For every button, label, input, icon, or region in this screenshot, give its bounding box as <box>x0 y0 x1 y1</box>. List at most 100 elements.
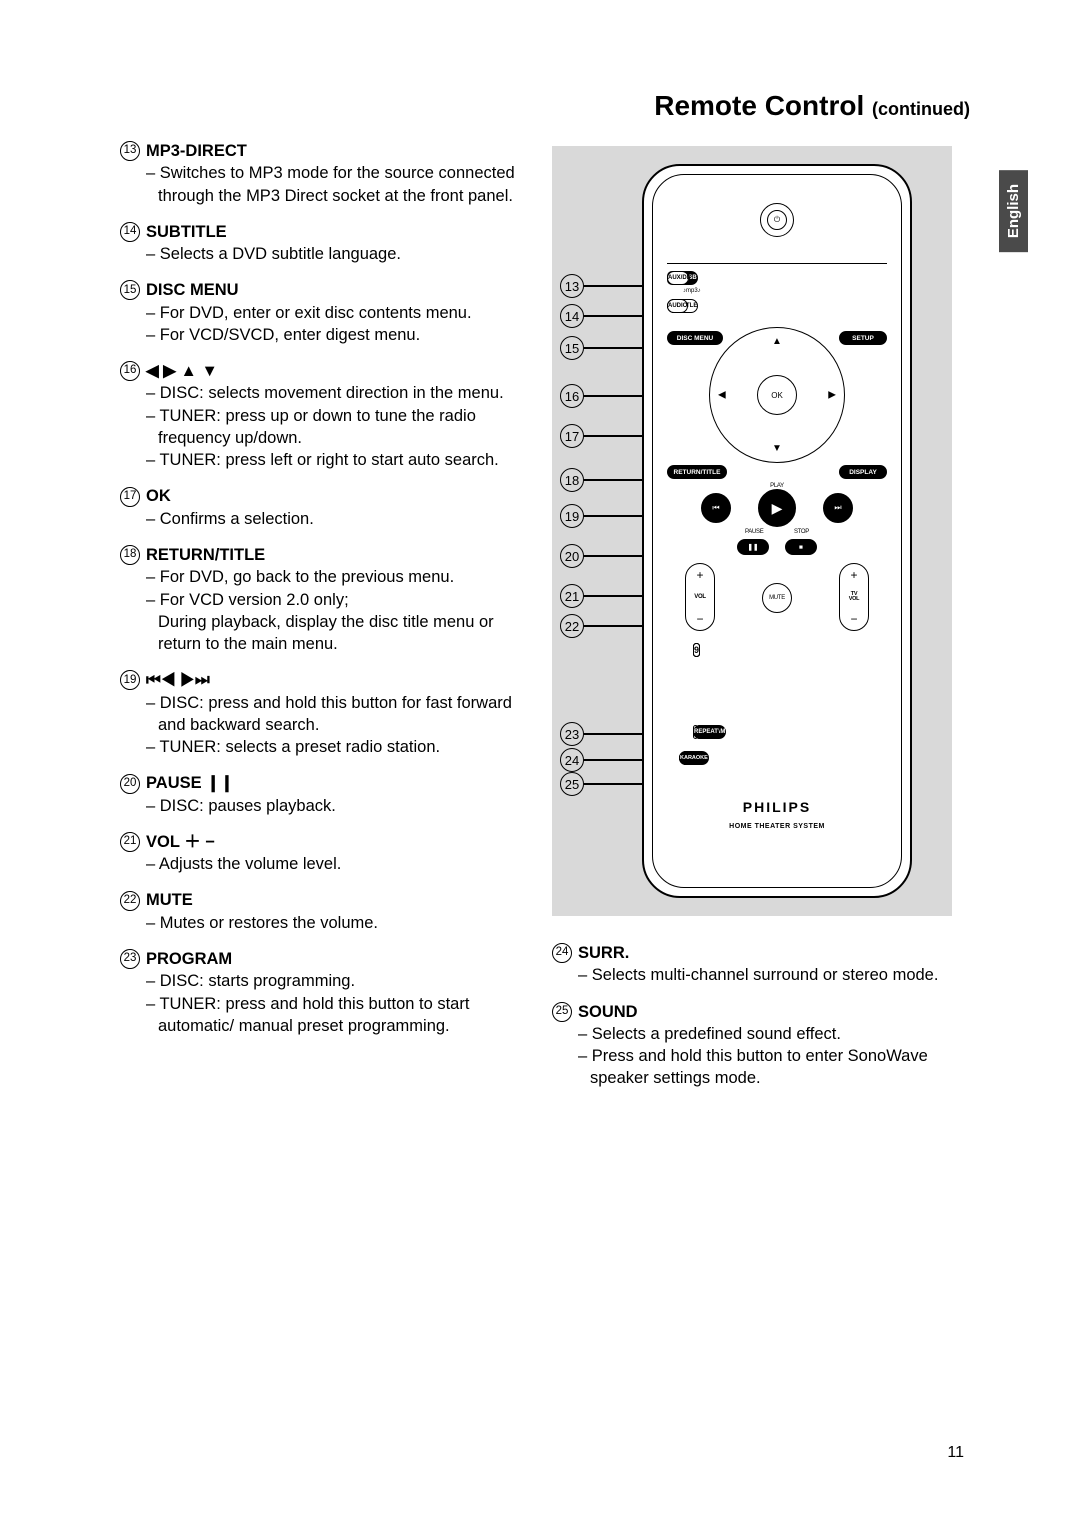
item-number-icon: 17 <box>120 487 140 507</box>
item-desc: – DISC: selects movement direction in th… <box>132 382 520 404</box>
item-16: 16 ◀ ▶ ▲ ▼– DISC: selects movement direct… <box>120 360 520 471</box>
item-desc: – TUNER: press up or down to tune the ra… <box>132 405 520 450</box>
item-21: 21VOL ＋ −– Adjusts the volume level. <box>120 831 520 876</box>
tvvol-label: TV VOL <box>849 592 859 603</box>
item-desc: – For DVD, enter or exit disc contents m… <box>132 302 520 324</box>
callout-number-icon: 16 <box>560 384 584 408</box>
callout-14: 14 <box>560 304 652 328</box>
item-head: 20 PAUSE ❙❙ <box>120 772 520 794</box>
mp3-icon: ♪mp3♪ <box>683 288 701 294</box>
page-number: 11 <box>947 1444 964 1462</box>
mute-label: MUTE <box>769 595 785 601</box>
item-title: RETURN/TITLE <box>146 544 265 566</box>
item-head: 19⏮◀ ▶⏭ <box>120 669 520 691</box>
vol-plus-icon: + <box>696 568 703 582</box>
tvvol-plus-icon: + <box>850 568 857 582</box>
item-number-icon: 22 <box>120 891 140 911</box>
language-tab: English <box>999 170 1028 252</box>
up-arrow-icon: ▲ <box>772 336 782 347</box>
item-title: OK <box>146 485 171 507</box>
item-number-icon: 25 <box>552 1002 572 1022</box>
left-arrow-icon: ◀ <box>718 390 726 401</box>
item-number-icon: 13 <box>120 141 140 161</box>
vol-label: VOL <box>694 594 705 600</box>
item-desc: – TUNER: press and hold this button to s… <box>132 993 520 1038</box>
item-18: 18RETURN/TITLE– For DVD, go back to the … <box>120 544 520 655</box>
item-title: ◀ ▶ ▲ ▼ <box>146 360 218 382</box>
item-head: 13MP3-DIRECT <box>120 140 520 162</box>
program-row-button: REPEAT <box>693 725 719 739</box>
item-desc: – Switches to MP3 mode for the source co… <box>132 162 520 207</box>
item-title: PAUSE ❙❙ <box>146 772 234 794</box>
setup-button: SETUP <box>839 331 887 345</box>
item-19: 19⏮◀ ▶⏭– DISC: press and hold this butto… <box>120 669 520 758</box>
item-number-icon: 24 <box>552 943 572 963</box>
right-text-column: 24SURR.– Selects multi-channel surround … <box>552 942 970 1090</box>
vol-rocker: + VOL − <box>685 563 715 631</box>
item-22: 22 MUTE– Mutes or restores the volume. <box>120 889 520 934</box>
item-head: 15 DISC MENU <box>120 279 520 301</box>
right-column: 13141516171819202122232425 ⏻ DISC/USBTUN… <box>552 140 970 1104</box>
content-columns: 13MP3-DIRECT– Switches to MP3 mode for t… <box>120 140 970 1104</box>
source-button: AUX/DI <box>667 271 689 285</box>
power-icon: ⏻ <box>767 210 787 230</box>
item-title: MUTE <box>146 889 193 911</box>
display-button: DISPLAY <box>839 465 887 479</box>
item-title: DISC MENU <box>146 279 239 301</box>
page-title: Remote Control (continued) <box>120 90 970 122</box>
callout-15: 15 <box>560 336 652 360</box>
callout-number-icon: 14 <box>560 304 584 328</box>
item-desc: – DISC: starts programming. <box>132 970 520 992</box>
item-desc: – DISC: press and hold this button for f… <box>132 692 520 737</box>
pause-button: ❚❚ <box>737 539 769 555</box>
power-button: ⏻ <box>760 203 794 237</box>
item-desc: – Mutes or restores the volume. <box>132 912 520 934</box>
callout-number-icon: 23 <box>560 722 584 746</box>
callout-number-icon: 22 <box>560 614 584 638</box>
remote-diagram: 13141516171819202122232425 ⏻ DISC/USBTUN… <box>552 146 952 916</box>
item-17: 17 OK– Confirms a selection. <box>120 485 520 530</box>
item-desc: – Confirms a selection. <box>132 508 520 530</box>
item-title: SOUND <box>578 1001 638 1023</box>
pause-label: PAUSE <box>745 529 763 535</box>
prev-button: ⏮ <box>701 493 731 523</box>
callout-number-icon: 15 <box>560 336 584 360</box>
callout-18: 18 <box>560 468 652 492</box>
item-head: 18RETURN/TITLE <box>120 544 520 566</box>
item-head: 17 OK <box>120 485 520 507</box>
title-suffix: (continued) <box>872 99 970 119</box>
left-column: 13MP3-DIRECT– Switches to MP3 mode for t… <box>120 140 520 1104</box>
item-desc: – For VCD version 2.0 only; During playb… <box>132 589 520 656</box>
item-desc: – Selects a DVD subtitle language. <box>132 243 520 265</box>
callout-23: 23 <box>560 722 652 746</box>
callout-number-icon: 17 <box>560 424 584 448</box>
item-title: SURR. <box>578 942 629 964</box>
item-number-icon: 20 <box>120 774 140 794</box>
item-head: 16 ◀ ▶ ▲ ▼ <box>120 360 520 382</box>
item-desc: – For VCD/SVCD, enter digest menu. <box>132 324 520 346</box>
item-number-icon: 16 <box>120 361 140 381</box>
item-title: VOL ＋ − <box>146 831 215 853</box>
item-number-icon: 21 <box>120 832 140 852</box>
item-number-icon: 15 <box>120 280 140 300</box>
down-arrow-icon: ▼ <box>772 443 782 454</box>
divider-line <box>667 263 887 264</box>
item-head: 25 SOUND <box>552 1001 970 1023</box>
right-arrow-icon: ▶ <box>828 390 836 401</box>
item-number-icon: 23 <box>120 949 140 969</box>
callout-number-icon: 19 <box>560 504 584 528</box>
nav-dpad: OK ▲ ▼ ◀ ▶ <box>709 327 845 463</box>
item-desc: – Press and hold this button to enter So… <box>564 1045 970 1090</box>
callout-13: 13 <box>560 274 652 298</box>
numpad-button: 9 <box>693 643 700 657</box>
item-20: 20PAUSE ❙❙– DISC: pauses playback. <box>120 772 520 817</box>
remote-body: ⏻ DISC/USBTUNERTVAUX/DI ♪mp3♪ DIRECTSUBT… <box>642 164 912 898</box>
func-button: AUDIO <box>667 299 688 313</box>
item-head: 14SUBTITLE <box>120 221 520 243</box>
item-25: 25SOUND– Selects a predefined sound effe… <box>552 1001 970 1090</box>
item-14: 14SUBTITLE– Selects a DVD subtitle langu… <box>120 221 520 266</box>
item-head: 23PROGRAM <box>120 948 520 970</box>
mute-button: MUTE <box>762 583 792 613</box>
callout-number-icon: 21 <box>560 584 584 608</box>
remote-inner: ⏻ DISC/USBTUNERTVAUX/DI ♪mp3♪ DIRECTSUBT… <box>652 174 902 888</box>
